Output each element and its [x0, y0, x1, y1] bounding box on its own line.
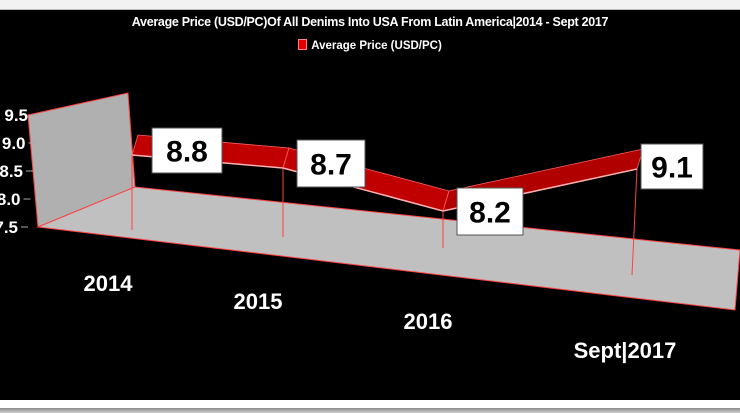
chart-title: Average Price (USD/PC)Of All Denims Into…	[131, 15, 609, 29]
y-tick-label: 7.5	[0, 218, 18, 237]
x-axis-labels: 2014 2015 2016 Sept|2017	[84, 271, 677, 363]
data-label-text: 8.2	[469, 197, 511, 230]
y-tick-label: 9.5	[4, 106, 28, 125]
data-labels: 8.8 8.7 8.2 9.1	[151, 127, 704, 236]
y-tick-label: 8.5	[0, 162, 23, 181]
y-tick-label: 8.0	[0, 190, 21, 209]
floor	[36, 186, 740, 311]
data-label-box	[456, 187, 524, 236]
y-axis-ticks: 7.5 8.0 8.5 9.0 9.5	[0, 106, 38, 237]
drop-lines	[131, 155, 638, 276]
legend-swatch	[298, 39, 308, 50]
top-border	[0, 0, 740, 10]
data-label: 8.7	[296, 139, 366, 188]
data-label-box	[640, 143, 704, 190]
x-axis-label: 2015	[234, 289, 283, 314]
bottom-shadow	[0, 408, 740, 413]
x-axis-label: 2014	[84, 271, 134, 296]
legend: Average Price (USD/PC)	[0, 39, 740, 52]
x-axis-label: Sept|2017	[574, 338, 677, 363]
drop-line	[631, 168, 638, 276]
data-label: 8.2	[456, 187, 524, 236]
data-label-box	[151, 127, 223, 174]
chart-walls	[27, 92, 740, 311]
data-label: 9.1	[640, 143, 704, 190]
data-label-text: 8.8	[166, 136, 208, 169]
x-axis-label: 2016	[404, 309, 453, 334]
data-label-box	[296, 139, 366, 188]
data-label: 8.8	[151, 127, 223, 174]
data-label-text: 8.7	[310, 149, 352, 182]
legend-label: Average Price (USD/PC)	[311, 40, 442, 52]
data-label-text: 9.1	[651, 152, 693, 185]
y-tick-label: 9.0	[2, 134, 26, 153]
